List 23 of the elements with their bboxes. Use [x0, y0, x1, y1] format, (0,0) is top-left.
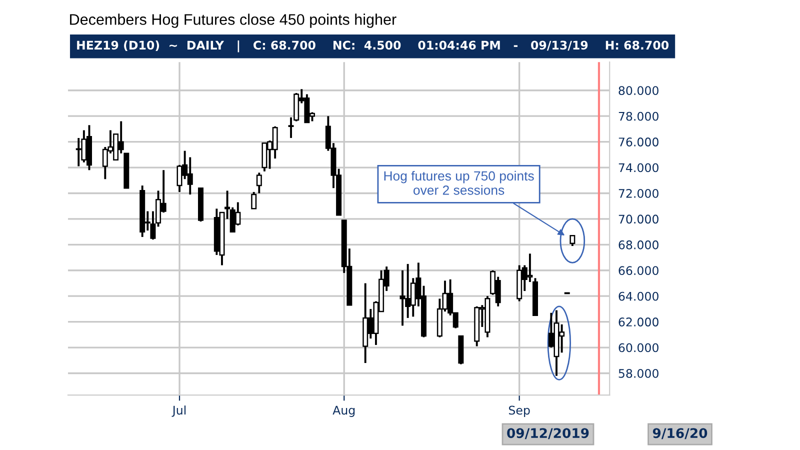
y-tick-label: 58.000 — [618, 368, 658, 378]
chart-subtitle: HEZ19 (D10) ~ DAILY | C: 68.700 NC: 4.500 01:04:46 PM - 09/13/19 H: 68.700 — [77, 40, 669, 52]
y-tick-label: 66.000 — [618, 266, 658, 276]
x-tick-label: Aug — [332, 406, 355, 417]
chart-title: Decembers Hog Futures close 450 points higher — [70, 14, 396, 28]
candlestick — [256, 172, 262, 194]
y-tick-label: 74.000 — [618, 163, 658, 172]
y-tick-label: 76.000 — [618, 138, 658, 146]
text: 9/16/20 — [652, 428, 708, 440]
annotation: Hog futures up 750 points over 2 sessions — [384, 170, 534, 195]
y-tick-label: 72.000 — [618, 188, 658, 198]
candlestick — [570, 234, 576, 247]
y-tick-label: 64.000 — [618, 292, 658, 301]
y-tick-label: 78.000 — [618, 112, 658, 121]
y-tick-label: 80.000 — [618, 86, 658, 96]
candlestick — [251, 190, 257, 210]
x-tick-label: Sep — [508, 406, 530, 417]
y-tick-label: 62.000 — [618, 318, 658, 326]
y-tick-label: 68.000 — [618, 240, 658, 250]
text: 09/12/2019 — [507, 428, 589, 440]
x-tick-label: Jul — [172, 406, 186, 417]
y-tick-label: 60.000 — [618, 343, 658, 352]
y-tick-label: 70.000 — [618, 214, 658, 224]
